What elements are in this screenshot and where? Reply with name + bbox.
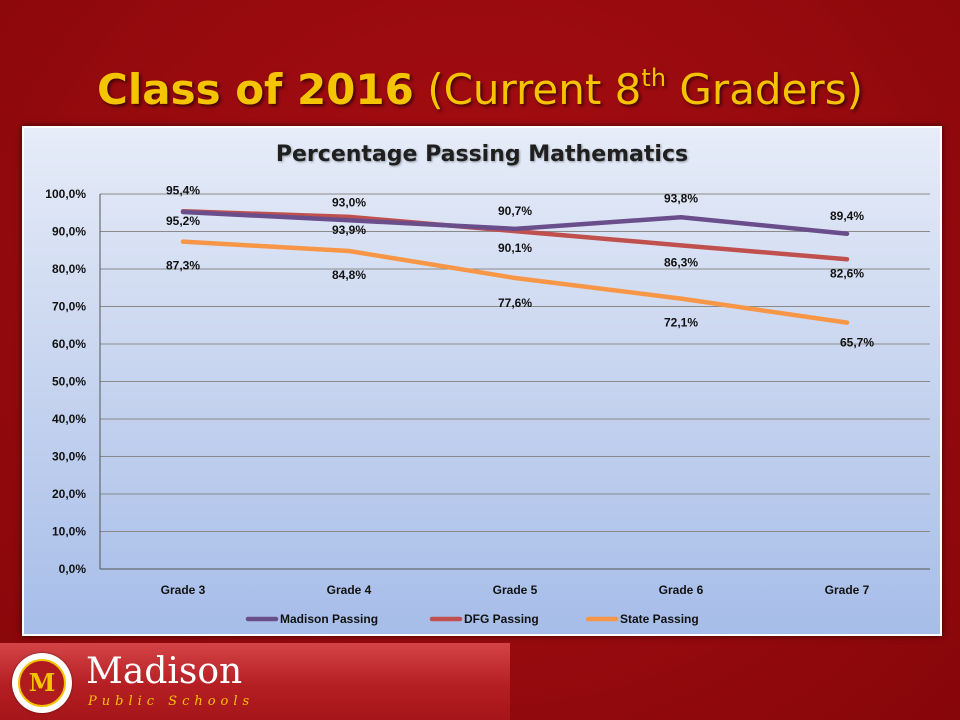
y-tick-label: 20,0% [52,487,86,501]
y-tick-label: 80,0% [52,262,86,276]
x-tick-label: Grade 4 [327,583,372,597]
data-label: 95,2% [166,214,200,228]
chart-title: Percentage Passing Mathematics [275,142,689,167]
seal-letter: M [28,668,56,697]
x-tick-label: Grade 3 [161,583,206,597]
y-tick-label: 30,0% [52,450,86,464]
slide-title-strong: Class of 2016 [97,65,414,114]
data-label: 87,3% [166,259,200,273]
x-tick-label: Grade 7 [825,583,870,597]
y-tick-label: 40,0% [52,412,86,426]
x-tick-label: Grade 6 [659,583,704,597]
data-label: 84,8% [332,268,366,282]
legend-label: Madison Passing [280,612,378,626]
brand-name: Madison [86,651,243,692]
y-tick-label: 0,0% [59,562,87,576]
data-label: 89,4% [830,209,864,223]
brand-subtitle: Public Schools [88,694,255,709]
y-tick-label: 90,0% [52,225,86,239]
legend-label: DFG Passing [464,612,539,626]
y-tick-label: 10,0% [52,525,86,539]
data-label: 93,0% [332,195,366,209]
slide-title-rest: (Current 8 [413,65,642,114]
x-tick-label: Grade 5 [493,583,538,597]
madison-seal-icon: M [12,653,72,713]
data-label: 95,4% [166,183,200,197]
data-label: 90,1% [498,241,532,255]
seal-ring: M [18,659,66,707]
legend-label: State Passing [620,612,699,626]
data-label: 77,6% [498,296,532,310]
data-label: 72,1% [664,316,698,330]
y-tick-label: 70,0% [52,300,86,314]
y-tick-label: 100,0% [45,187,86,201]
y-tick-label: 60,0% [52,337,86,351]
slide-title: Class of 2016 (Current 8th Graders) [0,60,960,120]
data-label: 65,7% [840,336,874,350]
y-tick-label: 50,0% [52,375,86,389]
data-label: 86,3% [664,255,698,269]
data-label: 93,9% [332,223,366,237]
footer-band [0,643,510,720]
data-label: 90,7% [498,204,532,218]
data-label: 93,8% [664,191,698,205]
data-label: 82,6% [830,266,864,280]
slide-title-rest-end: Graders) [666,65,863,114]
slide-title-superscript: th [641,64,667,92]
